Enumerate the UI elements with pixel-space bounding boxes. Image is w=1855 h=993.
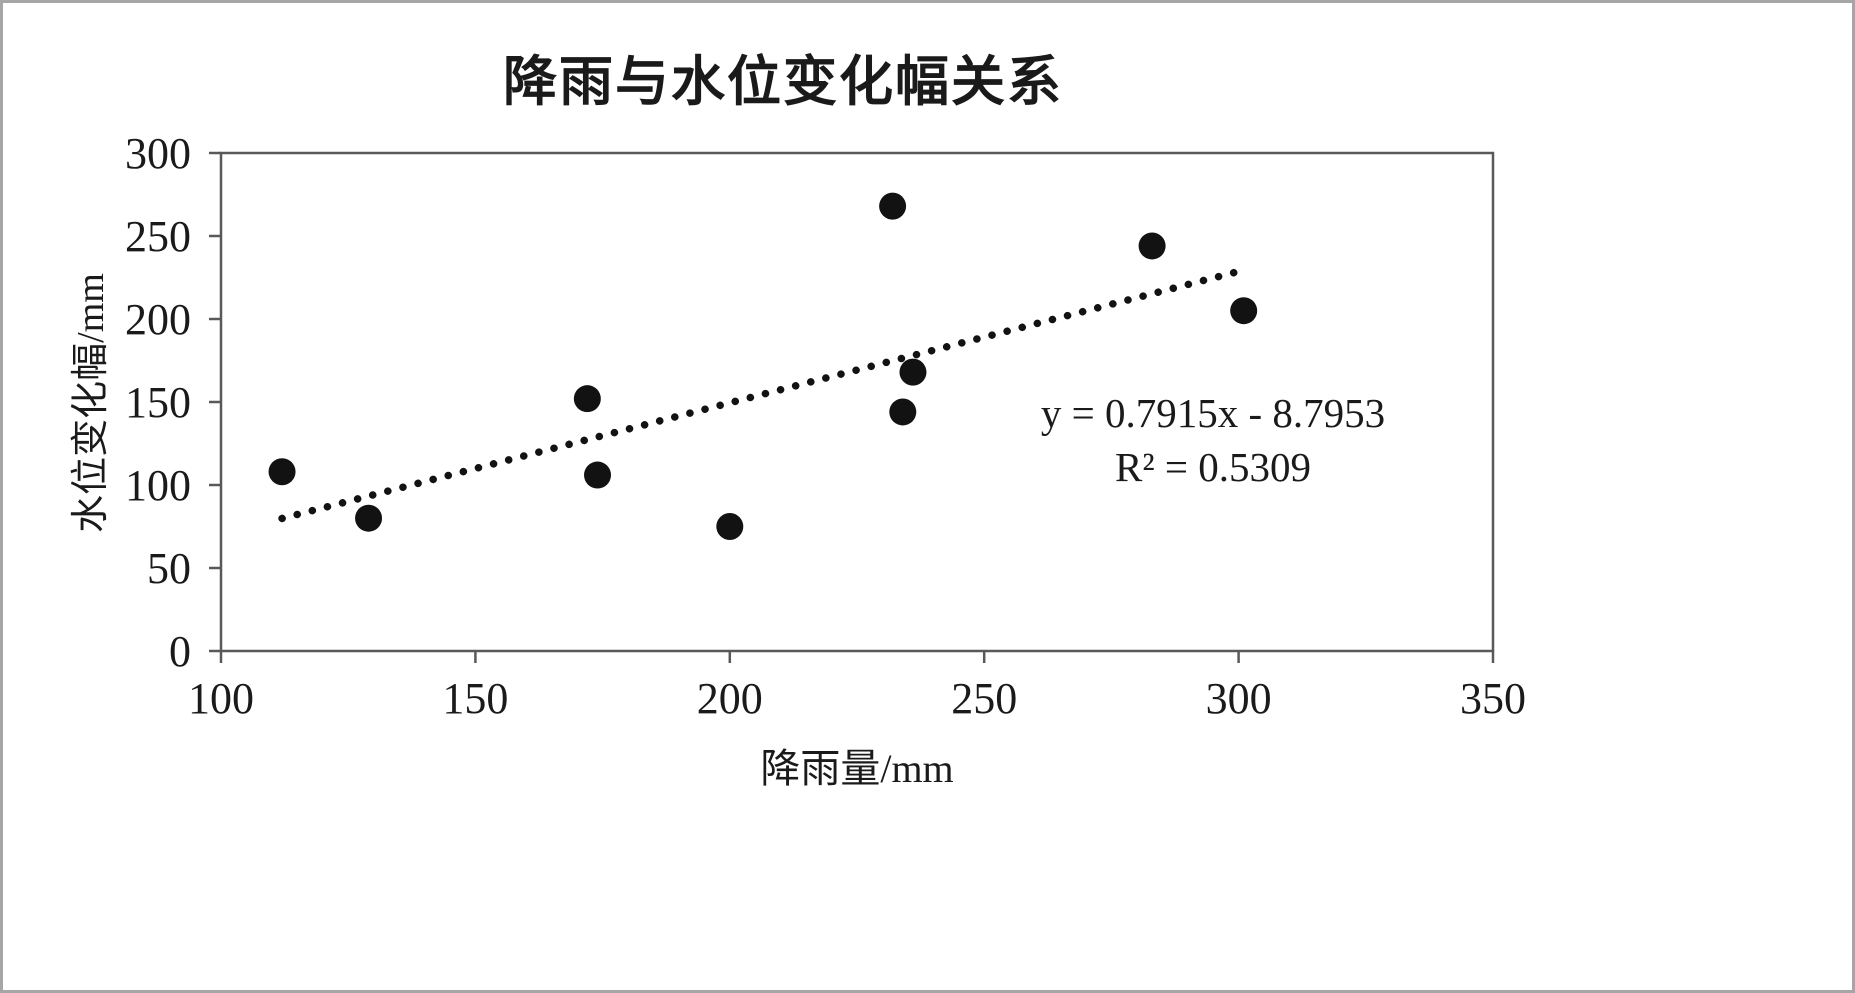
x-tick-label: 100: [188, 674, 254, 723]
data-point: [584, 461, 612, 489]
y-tick-label: 50: [147, 544, 191, 593]
x-tick-label: 150: [442, 674, 508, 723]
y-tick-label: 300: [125, 129, 191, 178]
x-axis-title: 降雨量/mm: [760, 746, 954, 791]
data-point: [889, 398, 917, 426]
data-point: [573, 385, 601, 413]
trendline-r-squared: R² = 0.5309: [1114, 444, 1311, 491]
data-point: [716, 513, 744, 540]
y-tick-label: 250: [125, 212, 191, 261]
data-point: [879, 192, 907, 220]
y-tick-label: 100: [125, 461, 191, 510]
x-tick-label: 300: [1206, 674, 1272, 723]
y-tick-label: 0: [169, 627, 191, 676]
x-tick-label: 200: [697, 674, 763, 723]
data-point: [268, 458, 296, 486]
trendline-equation: y = 0.7915x - 8.7953: [1040, 390, 1386, 436]
y-tick-label: 150: [125, 378, 191, 427]
scatter-plot: 100 150 200 250 300 350 0 50 100 150 200 250 300: [125, 129, 1526, 723]
data-point: [1138, 232, 1166, 260]
data-point: [1230, 297, 1258, 325]
chart-title: 降雨与水位变化幅关系: [503, 52, 1063, 112]
x-tick-label: 250: [951, 674, 1017, 723]
y-axis-title: 水位变化幅/mm: [70, 273, 112, 533]
trendline-annotation: y = 0.7915x - 8.7953 R² = 0.5309: [1003, 386, 1423, 494]
trendline: [278, 267, 1243, 523]
y-tick-label: 200: [125, 295, 191, 344]
data-point: [355, 504, 383, 532]
data-point: [899, 358, 927, 386]
x-tick-label: 350: [1460, 674, 1526, 723]
